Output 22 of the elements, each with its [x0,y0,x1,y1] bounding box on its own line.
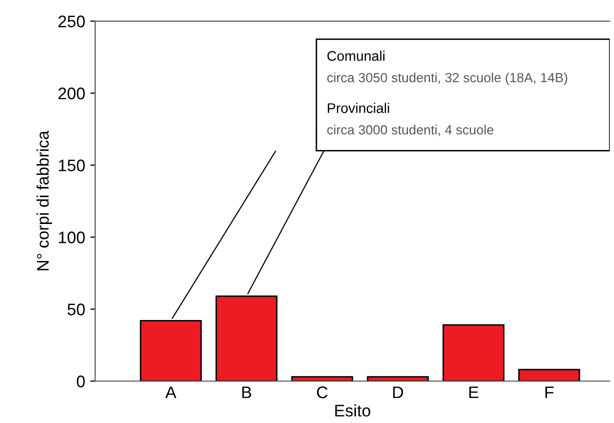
x-tick-label: E [469,386,478,398]
y-tick-label: 150 [58,160,85,172]
bar [291,376,354,382]
y-tick-label: 250 [58,16,85,28]
x-axis-title: Esito [335,404,370,417]
bar [366,376,429,382]
annotation: Comunali [327,50,384,61]
y-tick-label: 0 [76,376,85,388]
annotation: Provinciali [328,102,390,114]
y-axis-title: N° corpi di fabbrica [36,130,52,270]
annotation: circa 3000 studenti, 4 scuole [327,124,494,136]
x-tick-label: D [393,386,404,398]
bar [518,368,580,382]
x-tick-label: F [545,386,554,398]
y-tick-label: 200 [58,88,85,100]
bar [442,324,504,382]
x-tick-label: A [165,386,176,398]
y-tick-label: 50 [68,304,85,316]
x-tick-label: B [242,386,252,398]
x-tick-label: C [317,386,328,398]
annotation: circa 3050 studenti, 32 scuole (18A, 14B) [327,72,568,85]
y-tick-label: 100 [58,232,85,244]
